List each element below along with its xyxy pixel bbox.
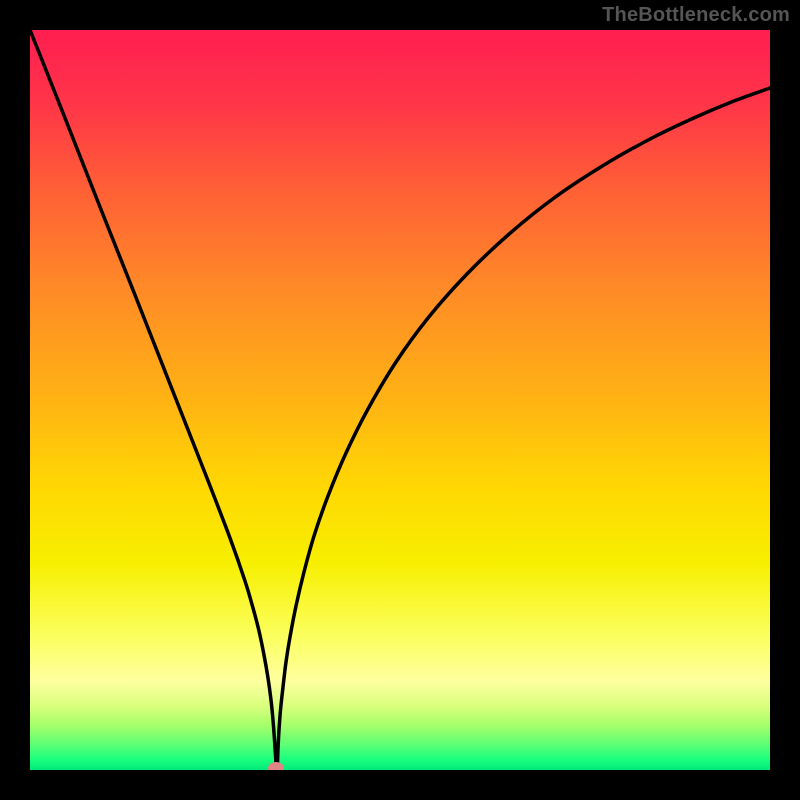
plot-area xyxy=(30,30,770,770)
bottleneck-curve xyxy=(30,30,770,770)
minimum-marker xyxy=(268,762,284,770)
watermark-text: TheBottleneck.com xyxy=(602,4,790,27)
chart-frame: TheBottleneck.com xyxy=(0,0,800,800)
